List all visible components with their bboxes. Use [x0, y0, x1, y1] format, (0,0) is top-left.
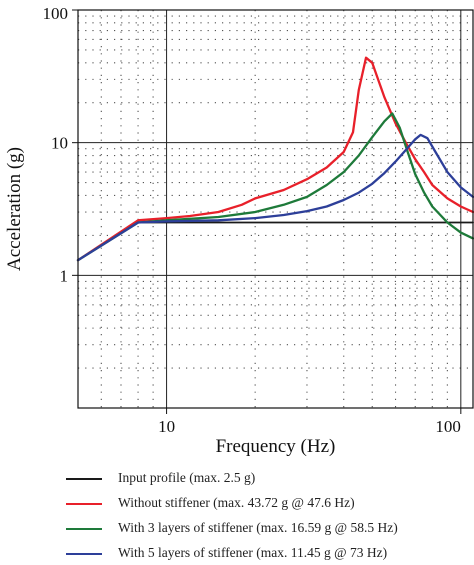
- series-line-input-profile: [77, 221, 474, 262]
- y-axis-title: Acceleration (g): [4, 147, 25, 271]
- series-lines: [76, 56, 474, 262]
- legend-label: Input profile (max. 2.5 g): [118, 470, 256, 485]
- y-tick-label: 10: [51, 134, 68, 153]
- x-tick-label: 100: [435, 417, 461, 436]
- legend-swatch: [66, 478, 102, 480]
- legend-item-input-profile: Input profile (max. 2.5 g): [66, 468, 466, 490]
- legend-label: With 3 layers of stiffener (max. 16.59 g…: [118, 520, 398, 535]
- legend-swatch: [66, 503, 102, 505]
- grid: [78, 9, 473, 408]
- legend-swatch: [66, 553, 102, 555]
- legend-item-without-stiffener: Without stiffener (max. 43.72 g @ 47.6 H…: [66, 493, 466, 515]
- chart: 10 100 1 10 100 Frequency (Hz) Acceleration …: [4, 4, 474, 457]
- legend-item-3-layers: With 3 layers of stiffener (max. 16.59 g…: [66, 518, 466, 540]
- y-tick-label: 1: [60, 266, 69, 285]
- x-tick-label: 10: [158, 417, 175, 436]
- series-line-without-stiffener: [76, 56, 474, 262]
- legend-label: Without stiffener (max. 43.72 g @ 47.6 H…: [118, 495, 355, 510]
- y-tick-label: 100: [43, 4, 69, 23]
- legend-label: With 5 layers of stiffener (max. 11.45 g…: [118, 545, 388, 560]
- series-line-5-layers: [76, 133, 474, 262]
- plot-frame: [77, 9, 474, 409]
- legend-item-5-layers: With 5 layers of stiffener (max. 11.45 g…: [66, 543, 466, 565]
- axis-ticks: 10 100 1 10 100: [43, 4, 462, 436]
- series-line-3-layers: [76, 112, 474, 262]
- legend-swatch: [66, 528, 102, 530]
- x-axis-title: Frequency (Hz): [216, 436, 336, 457]
